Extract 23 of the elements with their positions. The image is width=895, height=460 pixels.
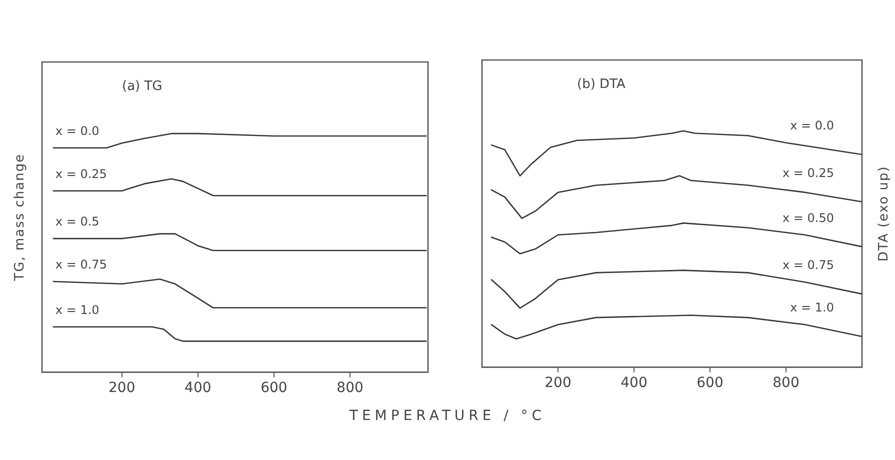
x-tick-label: 200 [108,380,136,396]
chart-title: (b) DTA [577,76,626,92]
series-label: x = 0.0 [790,118,834,133]
x-tick-label: 200 [544,375,572,392]
chart-title: (a) TG [122,78,162,94]
series-label: x = 0.5 [55,214,100,229]
x-tick-label: 600 [260,380,288,396]
series-label: x = 0.0 [55,124,100,138]
series-label: x = 1.0 [790,300,834,315]
x-tick-label: 800 [336,380,364,396]
x-tick-label: 600 [696,375,724,392]
series-label: x = 1.0 [55,302,100,317]
series-label: x = 0.25 [782,166,834,180]
x-tick-label: 800 [772,375,800,392]
x-tick-label: 400 [620,375,648,392]
series-label: x = 0.75 [55,258,107,272]
series-label: x = 0.25 [55,166,107,181]
series-label: x = 0.75 [782,258,834,272]
x-axis-title: TEMPERATURE / °C [348,408,547,424]
series-label: x = 0.50 [782,210,834,225]
y-axis-title: DTA (exo up) [876,166,892,262]
y-axis-title: TG, mass change [12,153,28,282]
x-tick-label: 400 [184,380,212,396]
